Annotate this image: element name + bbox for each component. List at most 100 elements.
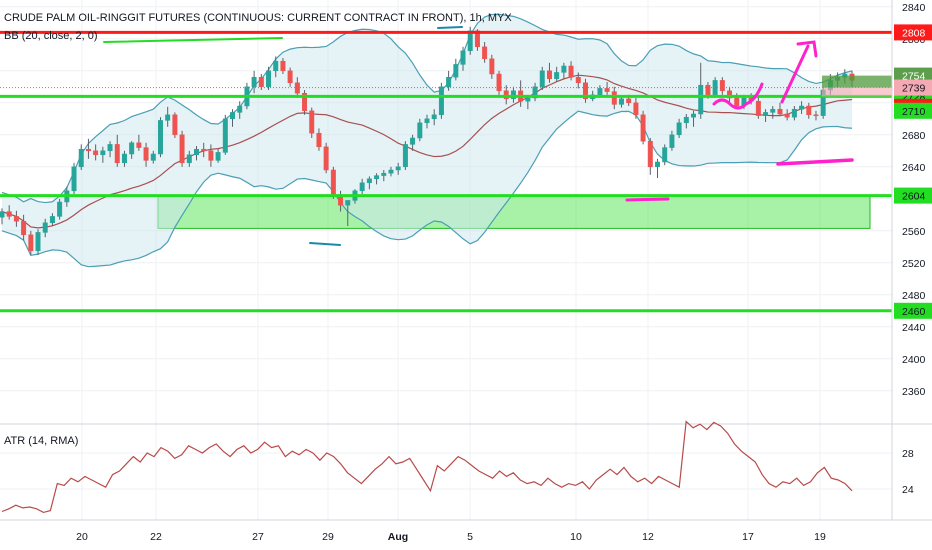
candle-body <box>460 50 466 65</box>
drawing-annotations <box>103 26 854 246</box>
bollinger-fill <box>2 14 852 267</box>
time-axis-label: 27 <box>252 531 264 543</box>
level-tag-label: 2460 <box>902 306 926 318</box>
candle-body <box>799 105 805 110</box>
candle-body <box>655 161 660 168</box>
candle-body <box>85 148 91 152</box>
bollinger-basis <box>1 74 853 229</box>
support-zone-rect <box>157 195 871 229</box>
candle-body <box>482 46 488 60</box>
candle-body <box>258 76 264 88</box>
candle-body <box>575 76 581 84</box>
position-profit-box <box>822 75 892 88</box>
candle-body <box>273 60 279 72</box>
candle-body <box>496 73 502 92</box>
chart-title: CRUDE PALM OIL-RINGGIT FUTURES (CONTINUO… <box>4 12 512 24</box>
time-axis-label: 5 <box>467 531 473 543</box>
candle-body <box>366 178 372 184</box>
candle-body <box>777 108 783 115</box>
candle-body <box>129 142 135 155</box>
candle-body <box>107 144 113 152</box>
level-tag-bg <box>894 24 932 41</box>
price-axis-label: 2560 <box>902 226 926 238</box>
candle-body <box>78 148 84 168</box>
price-tag-bg <box>894 102 932 119</box>
candle-body <box>100 150 106 156</box>
candle-body <box>417 122 423 139</box>
bollinger-bands <box>1 13 853 268</box>
level-tag-bg <box>894 187 932 204</box>
candle-body <box>121 153 127 164</box>
candle-body <box>266 70 272 88</box>
pink-support-line <box>776 158 854 166</box>
pink-arrow-line <box>780 44 810 104</box>
candle-body <box>49 216 55 224</box>
candle-body <box>150 153 156 161</box>
price-axis-label: 2480 <box>902 290 926 302</box>
candle-body <box>712 80 718 96</box>
atr-legend: ATR (14, RMA) <box>4 435 78 447</box>
candle-body <box>813 114 819 117</box>
bollinger-upper-band <box>1 13 853 204</box>
candle-body <box>208 150 214 161</box>
candle-body <box>57 201 63 217</box>
candle-body <box>539 70 545 88</box>
price-tags: 28082728260424602754273927152710 <box>894 24 932 319</box>
candle-body <box>287 70 293 84</box>
candle-body <box>309 110 315 134</box>
price-axis-label: 2440 <box>902 322 926 334</box>
atr-axis-label: 28 <box>902 448 914 460</box>
atr-line <box>1 420 853 514</box>
candle-body <box>806 105 812 116</box>
candle-body <box>676 122 682 136</box>
candle-body <box>251 76 257 88</box>
pink-arrow-head <box>796 40 818 58</box>
candle-body <box>431 114 437 120</box>
candle-body <box>0 211 5 218</box>
candle-body <box>280 60 286 72</box>
candle-body <box>179 134 185 164</box>
position-loss-box <box>822 87 892 97</box>
candle-body <box>186 154 192 164</box>
candle-body <box>114 144 120 164</box>
candle-body <box>402 144 408 168</box>
candle-body <box>669 134 675 148</box>
price-axis-label: 2360 <box>902 386 926 398</box>
candle-body <box>763 112 769 116</box>
candle-body <box>626 98 632 104</box>
candle-body <box>302 92 308 112</box>
candle-body <box>647 140 653 168</box>
candle-body <box>727 90 733 99</box>
candle-body <box>532 86 538 99</box>
candle-body <box>791 108 797 118</box>
time-axis-label: 20 <box>76 531 88 543</box>
candle-body <box>157 120 163 155</box>
candle-body <box>633 102 639 116</box>
candle-body <box>554 72 560 80</box>
candle-body <box>237 105 243 113</box>
candle-body <box>28 234 34 252</box>
green-underline-annotation <box>103 37 283 43</box>
candle-body <box>683 116 689 124</box>
candle-body <box>35 232 41 252</box>
candle-body <box>330 169 336 196</box>
candle-body <box>561 65 567 73</box>
candle-body <box>6 211 12 217</box>
price-axis-label: 2840 <box>902 2 926 14</box>
time-axis-label: Aug <box>388 531 408 543</box>
price-tag-label: 2739 <box>902 83 926 95</box>
candle-body <box>410 137 416 145</box>
candle-body <box>13 216 19 222</box>
candle-body <box>93 150 99 156</box>
candle-body <box>345 200 351 206</box>
candle-body <box>453 64 459 78</box>
candle-body <box>698 84 704 115</box>
candle-body <box>143 147 149 161</box>
candle-body <box>510 90 516 100</box>
candle-body <box>136 142 142 148</box>
time-axis-label: 10 <box>570 531 582 543</box>
price-axis-label: 2640 <box>902 162 926 174</box>
